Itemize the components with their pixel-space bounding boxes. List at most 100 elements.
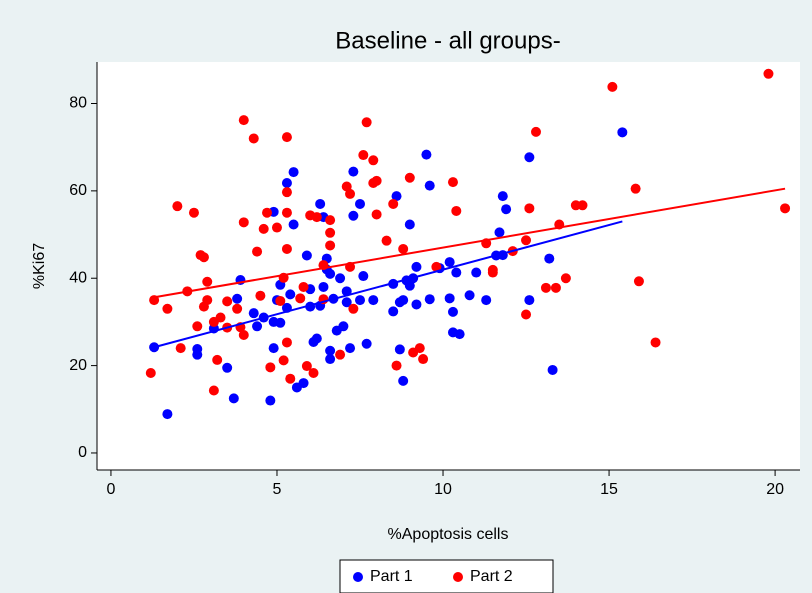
point	[325, 240, 336, 251]
point	[368, 155, 379, 166]
point	[271, 222, 282, 233]
point	[487, 264, 498, 275]
point	[281, 207, 292, 218]
point	[301, 250, 312, 261]
point	[162, 409, 173, 420]
point	[325, 227, 336, 238]
point	[335, 349, 346, 360]
point	[404, 219, 415, 230]
point	[345, 343, 356, 354]
point	[162, 303, 173, 314]
legend-marker	[353, 572, 363, 582]
point	[444, 257, 455, 268]
point	[202, 295, 213, 306]
point	[335, 273, 346, 284]
point	[315, 198, 326, 209]
point	[275, 295, 286, 306]
point	[281, 243, 292, 254]
point	[281, 337, 292, 348]
point	[188, 207, 199, 218]
point	[222, 296, 233, 307]
point	[471, 267, 482, 278]
x-axis-label: %Apoptosis cells	[388, 526, 509, 543]
point	[248, 308, 259, 319]
point	[361, 117, 372, 128]
point	[521, 235, 532, 246]
point	[494, 227, 505, 238]
point	[258, 223, 269, 234]
point	[451, 205, 462, 216]
point	[202, 276, 213, 287]
point	[780, 203, 791, 214]
point	[444, 293, 455, 304]
point	[172, 201, 183, 212]
point	[560, 273, 571, 284]
point	[355, 198, 366, 209]
point	[391, 360, 402, 371]
point	[447, 177, 458, 188]
point	[348, 303, 359, 314]
point	[268, 343, 279, 354]
point	[368, 295, 379, 306]
point	[607, 81, 618, 92]
point	[208, 385, 219, 396]
point	[424, 180, 435, 191]
point	[421, 149, 432, 160]
point	[361, 338, 372, 349]
point	[763, 68, 774, 79]
point	[650, 337, 661, 348]
point	[358, 271, 369, 282]
x-tick-label: 10	[434, 481, 452, 498]
fit-line	[150, 220, 623, 350]
y-tick-label: 60	[69, 182, 87, 199]
point	[311, 333, 322, 344]
y-tick-label: 80	[69, 95, 87, 112]
point	[424, 294, 435, 305]
point	[547, 364, 558, 375]
point	[252, 321, 263, 332]
x-tick-label: 15	[600, 481, 618, 498]
point	[345, 188, 356, 199]
point	[633, 276, 644, 287]
point	[481, 295, 492, 306]
point	[222, 362, 233, 373]
point	[617, 127, 628, 138]
point	[238, 330, 249, 341]
point	[388, 306, 399, 317]
point	[262, 207, 273, 218]
point	[288, 219, 299, 230]
point	[524, 203, 535, 214]
point	[531, 126, 542, 137]
point	[464, 290, 475, 301]
point	[325, 215, 336, 226]
point	[577, 200, 588, 211]
x-tick-label: 20	[766, 481, 784, 498]
point	[298, 281, 309, 292]
point	[288, 167, 299, 178]
chart-title: Baseline - all groups-	[335, 27, 560, 54]
point	[411, 261, 422, 272]
point	[398, 295, 409, 306]
point	[398, 243, 409, 254]
point	[381, 235, 392, 246]
point	[175, 343, 186, 354]
point	[265, 395, 276, 406]
point	[454, 329, 465, 340]
point	[281, 187, 292, 198]
point	[232, 303, 243, 314]
point	[325, 354, 336, 365]
point	[391, 191, 402, 202]
point	[238, 115, 249, 126]
point	[371, 175, 382, 186]
point	[285, 289, 296, 300]
point	[275, 317, 286, 328]
point	[278, 355, 289, 366]
point	[550, 282, 561, 293]
point	[232, 293, 243, 304]
point	[252, 246, 263, 257]
point	[540, 282, 551, 293]
point	[248, 133, 259, 144]
legend-marker	[453, 572, 463, 582]
point	[255, 290, 266, 301]
